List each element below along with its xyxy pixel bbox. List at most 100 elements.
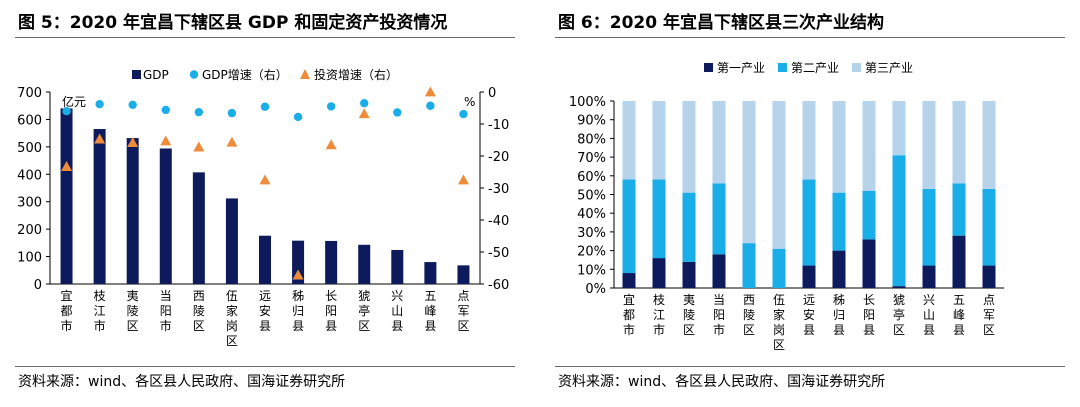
x-category-label: 宜都市	[61, 288, 73, 333]
stack-segment-3	[712, 101, 726, 184]
stack-segment-3	[772, 101, 786, 249]
investment-growth-point	[292, 269, 304, 280]
right-y-axis-unit: %	[464, 95, 475, 109]
gdp-bar	[192, 172, 205, 284]
gdp-bar	[126, 138, 139, 284]
gdp-growth-point	[95, 99, 104, 109]
y-tick-label: 60%	[577, 170, 606, 185]
stack-segment-1	[802, 265, 816, 288]
left-y-tick-label: 600	[17, 113, 42, 128]
gdp-growth-point	[393, 108, 402, 117]
left-chart-title: 图 5：2020 年宜昌下辖区县 GDP 和固定资产投资情况	[18, 13, 448, 33]
y-tick-label: 100%	[569, 95, 606, 110]
stack-segment-2	[922, 188, 936, 266]
left-y-tick-label: 400	[17, 168, 42, 183]
stack-segment-3	[652, 101, 666, 180]
stack-segment-3	[742, 101, 756, 244]
stack-segment-1	[622, 273, 636, 288]
x-category-label: 秭归县	[292, 289, 304, 333]
stack-segment-2	[802, 179, 816, 266]
x-category-label: 伍家岗区	[226, 289, 238, 348]
gdp-bar	[259, 235, 271, 284]
stack-segment-1	[652, 258, 666, 288]
stack-segment-1	[952, 235, 966, 288]
y-tick-label: 90%	[577, 114, 606, 129]
left-y-tick-label: 200	[17, 223, 42, 238]
right-source-text: 资料来源：wind、各区县人民政府、国海证券研究所	[558, 374, 886, 390]
right-y-tick-label: -50	[488, 246, 509, 261]
gdp-growth-point	[260, 102, 270, 111]
x-category-label: 长阳县	[325, 289, 337, 333]
x-category-label: 长阳县	[863, 293, 875, 337]
gdp-growth-point	[194, 107, 204, 117]
y-tick-label: 30%	[577, 226, 606, 241]
stack-segment-3	[922, 101, 936, 189]
legend-investment-label: 投资增速（右）	[314, 67, 398, 82]
left-source-rule	[15, 366, 515, 367]
investment-growth-point	[424, 86, 436, 97]
y-tick-label: 80%	[577, 132, 606, 147]
legend-gdp-swatch	[132, 70, 141, 79]
left-title-rule	[15, 37, 515, 38]
gdp-bar	[159, 148, 172, 284]
x-category-label: 点军区	[457, 289, 469, 333]
investment-growth-point	[127, 137, 139, 147]
x-category-label: 宜都市	[623, 292, 635, 337]
stack-segment-1	[862, 239, 876, 288]
stack-segment-3	[622, 101, 636, 180]
left-y-tick-label: 0	[34, 278, 42, 293]
stack-segment-2	[622, 179, 636, 274]
right-y-tick-label: -10	[488, 118, 509, 133]
left-y-tick-label: 300	[17, 196, 42, 211]
legend-label: 第三产业	[865, 61, 913, 75]
right-chart: 0% 10% 20% 30% 40% 50% 60% 70% 80% 90% 100% 宜都市 枝江市 夷…	[569, 61, 1004, 352]
gdp-growth-point	[426, 101, 435, 110]
x-category-label: 远安县	[803, 293, 815, 337]
gdp-growth-point	[293, 112, 303, 122]
legend-gdp-growth-swatch	[189, 70, 199, 79]
y-tick-label: 40%	[577, 207, 606, 222]
gdp-growth-point	[161, 105, 170, 115]
stack-segment-2	[742, 243, 756, 288]
stack-segment-3	[832, 101, 846, 193]
stack-segment-2	[652, 179, 666, 259]
right-title-rule	[555, 37, 1065, 38]
stack-segment-3	[862, 101, 876, 191]
left-chart: 0 100 200 300 400 500 600 700 0 -10 -20 -30 -40 -50 -6…	[17, 67, 509, 348]
x-category-label: 枝江市	[94, 288, 106, 333]
right-y-tick-label: -20	[488, 150, 509, 165]
legend-swatch	[778, 63, 787, 72]
stack-segment-2	[982, 188, 996, 266]
gdp-bar	[358, 244, 371, 284]
x-category-label: 秭归县	[833, 293, 845, 337]
left-y-axis-unit: 亿元	[62, 94, 86, 109]
x-category-label: 猇亭区	[893, 293, 905, 337]
y-tick-label: 70%	[577, 151, 606, 166]
stack-segment-2	[832, 192, 846, 251]
investment-growth-point	[193, 141, 205, 152]
legend-gdp-growth-label: GDP增速（右）	[202, 67, 288, 82]
x-category-label: 当阳市	[160, 289, 172, 333]
stack-segment-2	[892, 155, 906, 287]
stack-segment-3	[982, 101, 996, 189]
gdp-bar	[325, 240, 338, 284]
x-category-label: 西陵区	[743, 293, 755, 337]
right-y-tick-label: -30	[488, 182, 509, 197]
x-category-label: 兴山县	[391, 289, 403, 333]
legend-label: 第一产业	[717, 61, 765, 75]
stack-segment-2	[772, 248, 786, 288]
y-tick-label: 20%	[577, 245, 606, 260]
y-tick-label: 50%	[577, 189, 606, 204]
left-source-text: 资料来源：wind、各区县人民政府、国海证券研究所	[18, 374, 346, 390]
right-y-tick-label: -60	[488, 278, 509, 293]
investment-growth-point	[160, 135, 172, 146]
x-category-label: 夷陵区	[127, 288, 139, 333]
legend-investment-swatch	[300, 69, 310, 79]
stack-segment-1	[982, 265, 996, 288]
investment-growth-point	[61, 161, 73, 171]
x-category-label: 兴山县	[923, 293, 935, 337]
gdp-growth-point	[360, 99, 369, 108]
legend-swatch	[704, 63, 713, 72]
gdp-growth-point	[227, 108, 237, 118]
x-category-label: 远安县	[259, 289, 271, 333]
